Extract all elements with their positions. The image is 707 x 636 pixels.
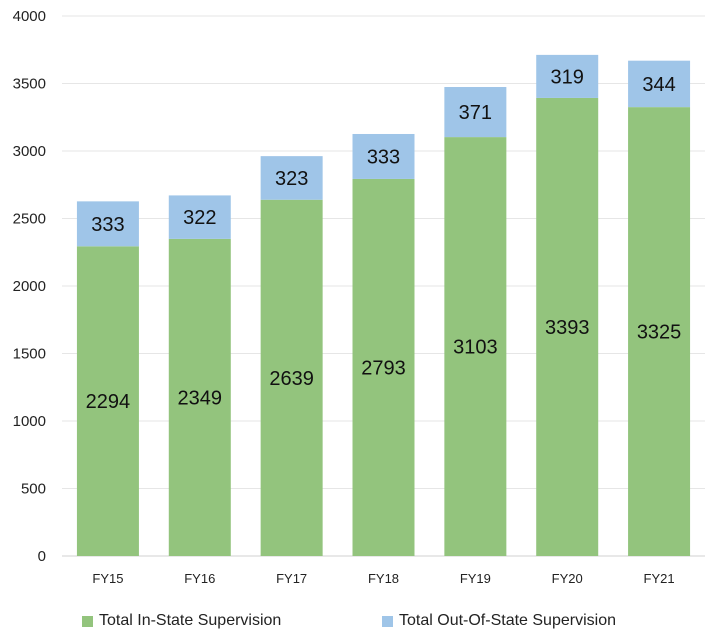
- x-tick-label: FY16: [184, 571, 215, 586]
- x-tick-label: FY19: [460, 571, 491, 586]
- y-tick-label: 0: [38, 548, 46, 565]
- y-tick-label: 1500: [13, 346, 46, 363]
- bar-in-state-fy16: [168, 238, 231, 556]
- data-label-out-of-state: 322: [183, 207, 216, 229]
- data-label-out-of-state: 333: [367, 146, 400, 168]
- data-label-in-state: 3393: [545, 317, 590, 339]
- legend-swatch-out-of-state: [382, 615, 393, 627]
- bar-out-of-state-fy16: [168, 195, 231, 239]
- x-tick-label: FY15: [92, 571, 123, 586]
- y-tick-label: 3500: [13, 76, 46, 93]
- bar-in-state-fy20: [536, 97, 599, 556]
- bar-in-state-fy18: [352, 178, 415, 556]
- y-tick-label: 3000: [13, 143, 46, 160]
- y-tick-label: 2500: [13, 211, 46, 228]
- legend-swatch-in-state: [82, 615, 93, 627]
- x-tick-label: FY17: [276, 571, 307, 586]
- bar-in-state-fy17: [260, 199, 323, 557]
- bar-out-of-state-fy17: [260, 156, 323, 200]
- y-tick-label: 1000: [13, 413, 46, 430]
- legend: Total In-State Supervision Total Out-Of-…: [0, 612, 707, 634]
- x-tick-label: FY21: [644, 571, 675, 586]
- data-label-in-state: 3325: [637, 322, 682, 344]
- x-tick-label: FY20: [552, 571, 583, 586]
- data-label-in-state: 3103: [453, 337, 498, 359]
- x-tick-label: FY18: [368, 571, 399, 586]
- data-label-in-state: 2639: [269, 368, 314, 390]
- data-label-out-of-state: 319: [551, 66, 584, 88]
- bar-in-state-fy21: [628, 107, 691, 556]
- data-label-in-state: 2793: [361, 357, 406, 379]
- bar-out-of-state-fy19: [444, 87, 507, 138]
- data-label-out-of-state: 323: [275, 168, 308, 190]
- bar-in-state-fy15: [76, 246, 139, 556]
- legend-label-out-of-state: Total Out-Of-State Supervision: [399, 612, 616, 629]
- y-tick-label: 500: [21, 481, 46, 498]
- data-label-out-of-state: 344: [642, 74, 675, 96]
- y-tick-label: 4000: [13, 8, 46, 25]
- legend-item-out-of-state: Total Out-Of-State Supervision: [382, 612, 616, 630]
- bar-out-of-state-fy15: [76, 201, 139, 247]
- data-label-in-state: 2349: [178, 387, 223, 409]
- data-label-in-state: 2294: [86, 391, 131, 413]
- bar-in-state-fy19: [444, 137, 507, 556]
- bar-out-of-state-fy21: [628, 60, 691, 108]
- bar-out-of-state-fy20: [536, 54, 599, 98]
- y-tick-label: 2000: [13, 278, 46, 295]
- data-label-out-of-state: 371: [459, 102, 492, 124]
- legend-item-in-state: Total In-State Supervision: [82, 612, 281, 630]
- bar-out-of-state-fy18: [352, 133, 415, 179]
- chart-canvas: 0 500 1000 1500 2000 2500 3000 3500 4000 2294 333 F…: [13, 8, 705, 586]
- legend-label-in-state: Total In-State Supervision: [99, 612, 282, 629]
- data-label-out-of-state: 333: [91, 214, 124, 236]
